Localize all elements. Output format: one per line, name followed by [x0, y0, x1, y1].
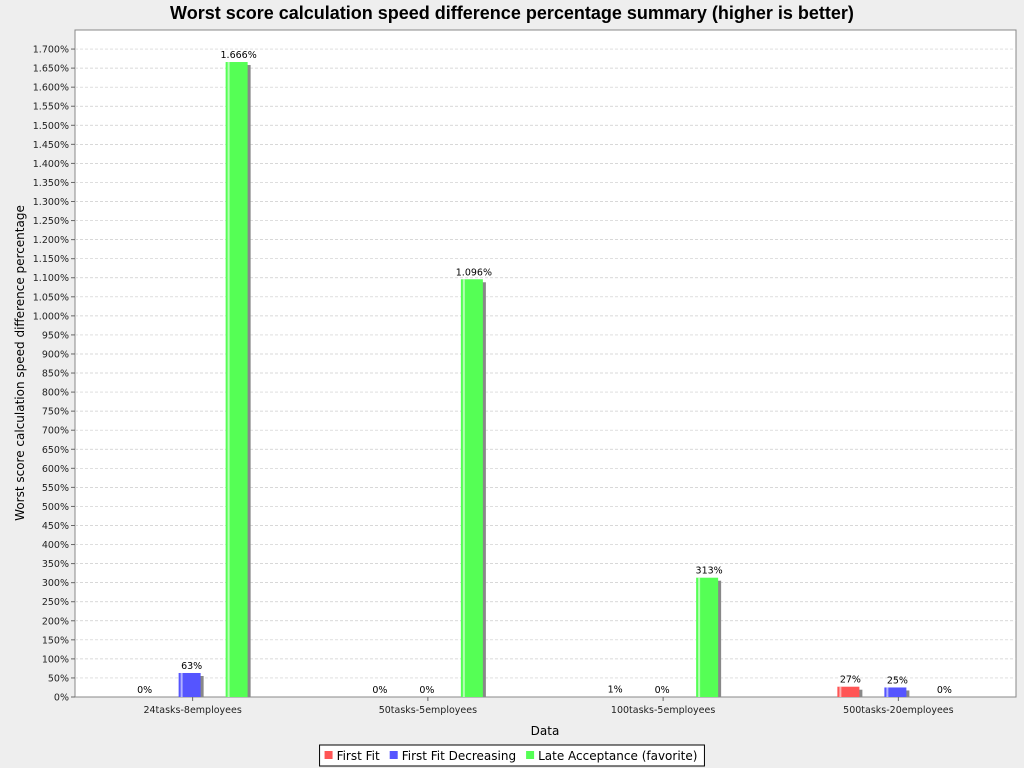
y-tick-label: 1.450% — [33, 140, 69, 151]
y-axis-title: Worst score calculation speed difference… — [13, 205, 27, 521]
y-tick-label: 1.500% — [33, 121, 69, 132]
y-tick-label: 200% — [42, 616, 69, 627]
bar-highlight — [227, 62, 230, 698]
bar-highlight — [886, 687, 889, 697]
data-label: 0% — [419, 685, 434, 696]
y-tick-label: 1.300% — [33, 197, 69, 208]
y-tick-label: 550% — [42, 483, 69, 494]
data-label: 1.666% — [221, 50, 257, 61]
data-label: 27% — [840, 675, 861, 686]
y-tick-label: 600% — [42, 464, 69, 475]
y-tick-label: 850% — [42, 369, 69, 380]
y-tick-label: 1.000% — [33, 311, 69, 322]
legend-label: Late Acceptance (favorite) — [538, 749, 697, 763]
category-label: 500tasks-20employees — [843, 705, 953, 716]
y-tick-label: 0% — [54, 693, 69, 704]
data-label: 0% — [372, 685, 387, 696]
y-tick-label: 1.350% — [33, 178, 69, 189]
y-tick-label: 700% — [42, 426, 69, 437]
y-tick-label: 1.650% — [33, 64, 69, 75]
y-tick-label: 1.600% — [33, 83, 69, 94]
y-tick-label: 100% — [42, 654, 69, 665]
data-label: 63% — [181, 661, 202, 672]
y-tick-label: 950% — [42, 330, 69, 341]
bar — [696, 577, 719, 697]
bar-highlight — [698, 577, 701, 697]
y-tick-label: 1.400% — [33, 159, 69, 170]
y-tick-label: 250% — [42, 597, 69, 608]
y-tick-label: 400% — [42, 540, 69, 551]
y-tick-label: 1.050% — [33, 292, 69, 303]
y-tick-label: 300% — [42, 578, 69, 589]
data-label: 0% — [937, 685, 952, 696]
y-tick-label: 800% — [42, 388, 69, 399]
bar — [884, 687, 907, 697]
y-tick-label: 1.250% — [33, 216, 69, 227]
chart-title: Worst score calculation speed difference… — [170, 3, 854, 23]
y-tick-label: 450% — [42, 521, 69, 532]
y-tick-label: 650% — [42, 445, 69, 456]
data-label: 313% — [696, 566, 723, 577]
legend-swatch — [526, 751, 535, 759]
data-label: 0% — [655, 685, 670, 696]
bar-highlight — [839, 686, 842, 697]
data-label: 1.096% — [456, 267, 492, 278]
bar — [178, 672, 201, 697]
data-label: 1% — [608, 685, 623, 696]
legend-box — [319, 744, 705, 767]
y-tick-label: 750% — [42, 407, 69, 418]
y-axis-ticks: 0% 50% 100% 150% 200% 250% 300% 350% 400% 450% 500… — [33, 45, 75, 704]
bars — [178, 62, 910, 698]
bar-highlight — [180, 672, 183, 697]
legend-label: First Fit Decreasing — [402, 749, 516, 763]
y-tick-label: 50% — [48, 673, 69, 684]
y-tick-label: 1.100% — [33, 273, 69, 284]
category-label: 100tasks-5employees — [611, 705, 715, 716]
legend: First Fit First Fit Decreasing Late Accept… — [319, 744, 705, 767]
data-label: 0% — [137, 685, 152, 696]
y-tick-label: 1.200% — [33, 235, 69, 246]
y-tick-label: 500% — [42, 502, 69, 513]
y-tick-label: 350% — [42, 559, 69, 570]
legend-swatch — [324, 751, 333, 759]
category-label: 50tasks-5employees — [379, 705, 477, 716]
data-labels: 0% 63% 1.666% 0% 0% 1.096% 1% 0% 313% 27% 25% 0% — [137, 50, 952, 696]
legend-label: First Fit — [337, 749, 380, 763]
y-tick-label: 1.700% — [33, 45, 69, 56]
bar-highlight — [462, 279, 465, 697]
category-label: 24tasks-8employees — [143, 705, 241, 716]
bar — [225, 62, 248, 698]
y-tick-label: 1.150% — [33, 254, 69, 265]
y-tick-label: 1.550% — [33, 102, 69, 113]
bar — [837, 686, 860, 697]
y-tick-label: 900% — [42, 349, 69, 360]
data-label: 25% — [887, 675, 908, 686]
legend-swatch — [389, 751, 398, 759]
y-tick-label: 150% — [42, 635, 69, 646]
plot-area — [74, 29, 1017, 698]
bar — [460, 279, 483, 697]
x-axis-title: Data — [531, 724, 560, 738]
x-axis-categories: 24tasks-8employees 50tasks-5employees 100t… — [143, 697, 954, 716]
